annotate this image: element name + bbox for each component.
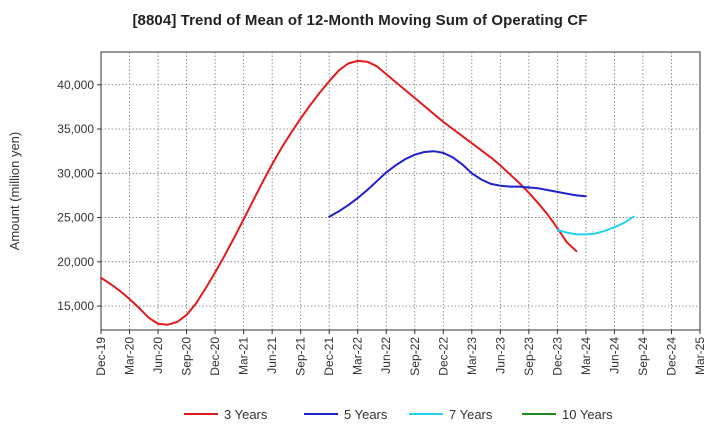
series xyxy=(100,59,635,326)
x-tick-label: Dec-22 xyxy=(436,337,450,376)
x-tick-label: Sep-23 xyxy=(522,337,536,376)
x-tick-label: Dec-23 xyxy=(550,337,564,376)
series-line-7-years xyxy=(556,215,635,236)
x-tick-label: Mar-21 xyxy=(237,337,251,375)
y-ticks: 15,000 20,000 25,000 30,000 35,000 40,000 xyxy=(57,78,101,313)
x-tick-label: Dec-19 xyxy=(94,337,108,376)
x-tick-label: Sep-20 xyxy=(180,337,194,376)
x-tick-label: Jun-20 xyxy=(151,337,165,374)
x-tick-label: Dec-20 xyxy=(208,337,222,376)
x-tick-label: Dec-24 xyxy=(664,337,678,376)
y-tick-label: 20,000 xyxy=(57,255,94,269)
x-tick-label: Sep-21 xyxy=(294,337,308,376)
x-tick-label: Jun-24 xyxy=(607,337,621,374)
series-line-5-years xyxy=(328,150,587,218)
y-tick-label: 30,000 xyxy=(57,166,94,180)
legend-label: 5 Years xyxy=(344,407,388,422)
x-tick-label: Mar-24 xyxy=(579,337,593,375)
x-tick-label: Mar-25 xyxy=(693,337,707,375)
y-tick-label: 35,000 xyxy=(57,122,94,136)
x-tick-label: Jun-21 xyxy=(265,337,279,374)
y-tick-label: 40,000 xyxy=(57,78,94,92)
y-tick-label: 15,000 xyxy=(57,299,94,313)
x-tick-label: Jun-23 xyxy=(493,337,507,374)
legend-label: 10 Years xyxy=(562,407,613,422)
x-tick-label: Sep-22 xyxy=(408,337,422,376)
x-tick-label: Jun-22 xyxy=(379,337,393,374)
axes xyxy=(100,51,701,331)
x-tick-label: Mar-22 xyxy=(351,337,365,375)
y-tick-label: 25,000 xyxy=(57,211,94,225)
grid xyxy=(100,52,701,330)
x-ticks: Dec-19 Mar-20 Jun-20 Sep-20 Dec-20 Mar-21 Jun-… xyxy=(94,330,707,376)
x-tick-label: Sep-24 xyxy=(636,337,650,376)
plot-frame xyxy=(100,51,701,331)
legend-label: 7 Years xyxy=(449,407,493,422)
x-tick-label: Mar-20 xyxy=(123,337,137,375)
x-tick-label: Mar-23 xyxy=(465,337,479,375)
legend: 3 Years 5 Years 7 Years 10 Years xyxy=(184,407,613,422)
x-tick-label: Dec-21 xyxy=(322,337,336,376)
chart-title: [8804] Trend of Mean of 12-Month Moving … xyxy=(132,12,588,29)
legend-label: 3 Years xyxy=(224,407,268,422)
y-axis-label: Amount (million yen) xyxy=(7,132,22,251)
series-line-3-years xyxy=(100,59,578,326)
